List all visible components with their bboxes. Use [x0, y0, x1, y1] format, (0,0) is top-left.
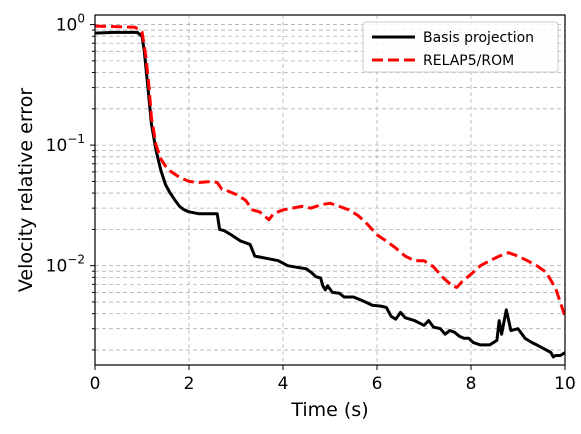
y-tick-label: 100: [56, 12, 85, 36]
x-tick-label: 6: [372, 374, 383, 394]
x-tick-label: 4: [278, 374, 289, 394]
plot-area: [95, 24, 565, 359]
x-tick-label: 8: [466, 374, 477, 394]
x-axis-label: Time (s): [290, 399, 368, 421]
y-tick-label: 10−1: [46, 132, 85, 156]
series-line-relap5-rom: [95, 24, 565, 317]
x-tick-label: 10: [554, 374, 576, 394]
axes-frame: [94, 14, 566, 366]
x-axis: 0 2 4 6 8 10: [90, 365, 576, 394]
y-axis: 100 10−1 10−2: [46, 12, 95, 351]
x-tick-label: 0: [90, 374, 101, 394]
legend: Basis projection RELAP5/ROM: [362, 21, 559, 73]
series-line-basis-projection: [95, 30, 565, 359]
x-tick-label: 2: [184, 374, 195, 394]
legend-label-basis-projection: Basis projection: [423, 30, 534, 46]
y-tick-label: 10−2: [46, 253, 85, 277]
y-axis-label: Velocity relative error: [15, 88, 37, 292]
legend-label-relap5-rom: RELAP5/ROM: [423, 53, 514, 69]
